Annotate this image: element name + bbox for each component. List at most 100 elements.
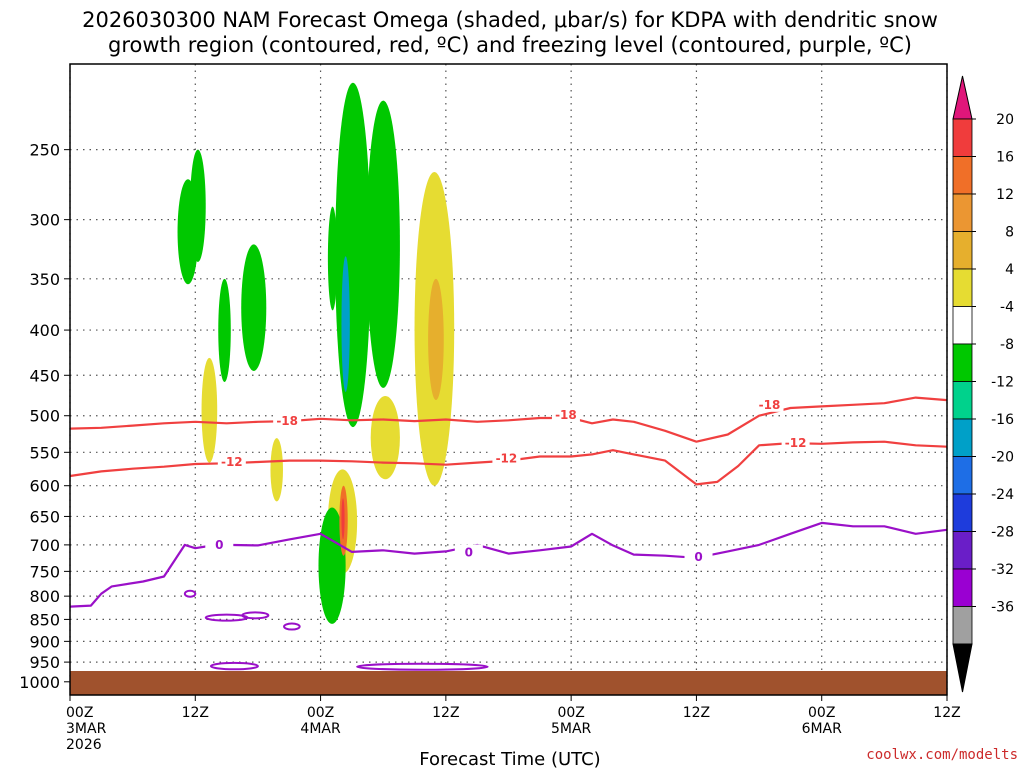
contour-label-bg <box>551 406 580 422</box>
contour-label-bg <box>684 548 713 564</box>
y-tick-label: 450 <box>29 366 60 385</box>
terrain-band <box>70 671 947 695</box>
contour-label: -18 <box>759 398 781 412</box>
chart-title-line-2: growth region (contoured, red, ºC) and f… <box>108 33 912 57</box>
colorbar-swatch <box>952 531 973 570</box>
contour-line <box>69 396 948 443</box>
y-tick-label: 950 <box>29 653 60 672</box>
x-tick-label: 12Z <box>432 705 459 721</box>
x-axis-label: Forecast Time (UTC) <box>419 749 600 768</box>
y-tick-label: 850 <box>29 610 60 629</box>
freezing-level-loop <box>183 589 197 598</box>
x-tick-label: 00Z <box>66 705 93 721</box>
omega-shaded-region <box>270 438 283 502</box>
colorbar-tick-label: 16 <box>996 150 1014 166</box>
source-watermark: coolwx.com/modelts <box>866 747 1018 763</box>
colorbar-tick-label: 20 <box>996 112 1014 128</box>
x-tick-label: 12Z <box>933 705 960 721</box>
y-tick-label: 350 <box>29 270 60 289</box>
contour-label-bg <box>205 536 234 552</box>
freezing-level-loop <box>356 662 489 671</box>
contour-label: -18 <box>555 408 577 422</box>
colorbar-tick-label: -8 <box>1000 337 1014 353</box>
x-tick-label: 12Z <box>683 705 710 721</box>
y-tick-label: 550 <box>29 443 60 462</box>
colorbar-tick-label: -16 <box>991 412 1014 428</box>
colorbar-tick-label: -24 <box>991 487 1014 503</box>
x-tick-label: 3MAR <box>66 721 107 737</box>
contour-label-bg <box>755 396 784 412</box>
omega-shaded-region <box>335 82 371 428</box>
colorbar-tick-label: 4 <box>1005 262 1014 278</box>
colorbar-tick-label: -32 <box>991 562 1014 578</box>
contour-label: 0 <box>215 538 223 552</box>
contour-label: -18 <box>276 414 298 428</box>
colorbar-swatch <box>952 156 973 195</box>
colorbar-swatch <box>952 268 973 307</box>
omega-shaded-core <box>428 278 444 401</box>
colorbar-swatch <box>952 231 973 270</box>
x-tick-label: 00Z <box>307 705 334 721</box>
contour-label-bg <box>454 544 483 560</box>
freezing-level-loop <box>209 661 259 671</box>
x-tick-label: 00Z <box>808 705 835 721</box>
contour-labels: -18 -18 -18 -12 -12 -12 0 0 0 <box>205 396 810 564</box>
plot-area <box>70 64 947 695</box>
contour-label-bg <box>492 450 521 466</box>
y-tick-label: 650 <box>29 507 60 526</box>
omega-shaded-region <box>201 357 218 463</box>
colorbar-swatch <box>952 193 973 232</box>
y-tick-label: 750 <box>29 562 60 581</box>
omega-shaded-region <box>366 100 400 388</box>
colorbar-tick-label: -4 <box>1000 300 1014 316</box>
y-tick-label: 400 <box>29 321 60 340</box>
freezing-level-loop <box>241 611 270 620</box>
omega-shaded-region <box>218 278 231 383</box>
contour-label-bg <box>273 413 302 429</box>
plot-frame <box>69 63 948 696</box>
omega-shaded-core <box>341 256 350 392</box>
contour-label: -12 <box>221 455 243 469</box>
omega-shaded-region <box>327 206 338 311</box>
colorbar-swatch <box>952 381 973 420</box>
y-tick-label: 900 <box>29 632 60 651</box>
contour-label: 0 <box>694 550 702 564</box>
x-tick-label: 12Z <box>182 705 209 721</box>
colorbar-swatch <box>952 493 973 532</box>
colorbar-swatch <box>952 343 973 382</box>
omega-shaded-region <box>241 244 267 371</box>
y-tick-label: 250 <box>29 141 60 160</box>
colorbar-swatch <box>952 118 973 157</box>
omega-shaded-region <box>190 149 206 262</box>
omega-shaded-core <box>341 498 345 540</box>
freezing-level-loop <box>283 622 301 631</box>
contour-label: -12 <box>496 452 518 466</box>
x-tick-label: 2026 <box>66 737 102 753</box>
colorbar-bottom-arrow <box>952 643 973 693</box>
colorbar-swatch <box>952 306 973 345</box>
colorbar-swatch <box>952 456 973 495</box>
colorbar-tick-label: -28 <box>991 525 1014 541</box>
chart-title-line-1: 2026030300 NAM Forecast Omega (shaded, μ… <box>82 8 938 32</box>
colorbar-tick-label: -20 <box>991 450 1014 466</box>
omega-shaded-region <box>370 396 400 480</box>
omega-colorbar: 20 16 12 8 4 -4 -8 -12 -16 -20 -24 -28 -32 -36 <box>952 75 1014 693</box>
colorbar-swatch <box>952 418 973 457</box>
y-tick-label: 300 <box>29 211 60 230</box>
colorbar-tick-label: -12 <box>991 375 1014 391</box>
x-tick-label: 4MAR <box>300 721 341 737</box>
y-tick-label: 800 <box>29 587 60 606</box>
y-tick-label: 700 <box>29 536 60 555</box>
colorbar-top-arrow <box>952 75 973 120</box>
x-tick-label: 5MAR <box>551 721 592 737</box>
x-tick-label: 6MAR <box>802 721 843 737</box>
y-tick-label: 1000 <box>19 673 60 692</box>
y-axis-ticks: 250 300 350 400 450 500 550 600 650 700 750 800 850 9… <box>19 141 70 692</box>
y-tick-label: 500 <box>29 407 60 426</box>
colorbar-swatch <box>952 606 973 645</box>
colorbar-tick-label: 12 <box>996 187 1014 203</box>
colorbar-swatch <box>952 568 973 607</box>
contour-label: 0 <box>465 545 473 559</box>
